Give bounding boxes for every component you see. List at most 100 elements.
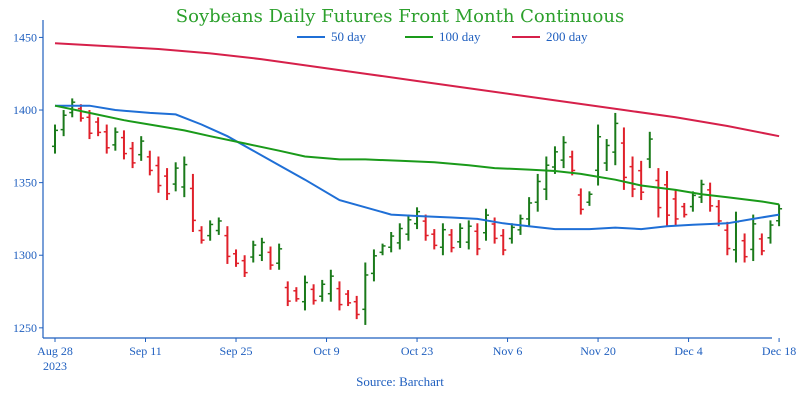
price-bar xyxy=(586,191,593,206)
price-bar xyxy=(215,217,222,235)
price-bar xyxy=(164,168,171,201)
x-tick-label: Aug 28 xyxy=(37,344,73,358)
price-bar xyxy=(543,156,550,201)
price-bar xyxy=(595,124,602,186)
price-bar xyxy=(732,211,739,263)
y-axis-ticks: 1250 1300 1350 1400 1450 xyxy=(13,30,43,335)
price-bar xyxy=(534,173,541,212)
price-bar xyxy=(431,229,438,250)
price-bar xyxy=(250,240,257,263)
price-bar xyxy=(672,189,679,227)
price-bar xyxy=(483,208,489,241)
price-bar xyxy=(664,171,671,227)
price-bar xyxy=(569,150,576,176)
y-tick-label: 1300 xyxy=(13,248,37,262)
y-tick-label: 1400 xyxy=(13,103,37,117)
legend-item: 50 day xyxy=(297,29,367,44)
ma-line-100-day xyxy=(54,104,780,206)
source-label: Source: Barchart xyxy=(356,374,444,389)
legend-label: 100 day xyxy=(439,29,481,44)
price-bar xyxy=(345,290,352,307)
legend: 50 day 100 day 200 day xyxy=(297,29,588,44)
price-bar xyxy=(638,160,645,201)
price-bar xyxy=(551,146,558,174)
x-tick-label: Nov 6 xyxy=(493,344,523,358)
price-bar xyxy=(276,243,283,270)
x-axis-ticks: Aug 28 Sep 11 Sep 25 Oct 9 Oct 23 Nov 6 Nov 20… xyxy=(37,338,796,373)
price-bar xyxy=(448,229,455,253)
price-bar xyxy=(577,188,584,215)
moving-average-lines xyxy=(54,42,780,231)
price-bar xyxy=(353,295,360,320)
price-bar xyxy=(707,182,714,212)
price-bar xyxy=(95,117,102,137)
price-bar xyxy=(301,275,308,311)
price-bar xyxy=(750,214,757,262)
price-bar xyxy=(405,214,412,241)
price-bar xyxy=(224,226,231,264)
price-bar xyxy=(526,197,533,227)
price-bar xyxy=(474,223,481,256)
price-bar xyxy=(379,243,386,256)
x-tick-label: Dec 18 xyxy=(762,344,796,358)
price-bar xyxy=(172,162,179,192)
price-bar xyxy=(396,223,403,250)
price-bar xyxy=(129,141,136,169)
legend-item: 200 day xyxy=(512,29,588,44)
price-bar xyxy=(560,136,567,169)
price-bar xyxy=(60,110,67,137)
price-bar xyxy=(388,232,395,253)
price-bar xyxy=(241,255,248,278)
price-bar xyxy=(698,179,705,203)
price-bar xyxy=(207,220,214,241)
ma-line-200-day xyxy=(54,42,780,138)
price-bar xyxy=(267,246,274,270)
x-tick-label: Dec 4 xyxy=(674,344,702,358)
x-tick-label: Oct 23 xyxy=(401,344,433,358)
price-bar xyxy=(724,221,731,256)
price-bar xyxy=(138,136,145,161)
price-bar xyxy=(629,156,636,198)
price-bar xyxy=(715,200,722,227)
chart-title: Soybeans Daily Futures Front Month Conti… xyxy=(176,6,624,27)
price-bar xyxy=(465,220,472,250)
price-bar xyxy=(603,139,610,172)
y-tick-label: 1350 xyxy=(13,176,37,190)
price-bar xyxy=(284,281,291,307)
price-bar xyxy=(112,127,119,151)
y-tick-label: 1250 xyxy=(13,321,37,335)
price-bar xyxy=(233,249,240,267)
price-bar xyxy=(69,98,76,118)
price-bar xyxy=(655,168,662,218)
price-bar xyxy=(319,279,326,302)
price-bar xyxy=(508,223,515,244)
price-bar xyxy=(414,207,421,230)
x-tick-label: Nov 20 xyxy=(580,344,616,358)
price-bar xyxy=(86,110,93,140)
x-tick-label: Sep 11 xyxy=(129,344,162,358)
price-bar xyxy=(103,124,110,154)
price-bar xyxy=(422,214,429,241)
price-bar xyxy=(741,233,748,263)
price-bar xyxy=(681,202,688,218)
price-bars xyxy=(52,98,783,325)
x-tick-label: Sep 25 xyxy=(220,344,253,358)
legend-item: 100 day xyxy=(405,29,481,44)
price-bar xyxy=(439,223,446,256)
price-bar xyxy=(758,233,765,256)
legend-label: 50 day xyxy=(331,29,367,44)
price-bar xyxy=(155,156,162,193)
price-bar xyxy=(189,173,196,232)
price-bar xyxy=(500,229,507,256)
x-year-label: 2023 xyxy=(43,359,67,373)
price-bar xyxy=(370,249,377,282)
price-bar xyxy=(198,226,205,244)
price-bar xyxy=(689,191,696,212)
legend-label: 200 day xyxy=(546,29,588,44)
y-tick-label: 1450 xyxy=(13,30,37,44)
price-bar xyxy=(146,150,153,176)
price-bar xyxy=(293,287,300,302)
price-bar xyxy=(120,130,127,160)
price-bar xyxy=(620,127,627,190)
